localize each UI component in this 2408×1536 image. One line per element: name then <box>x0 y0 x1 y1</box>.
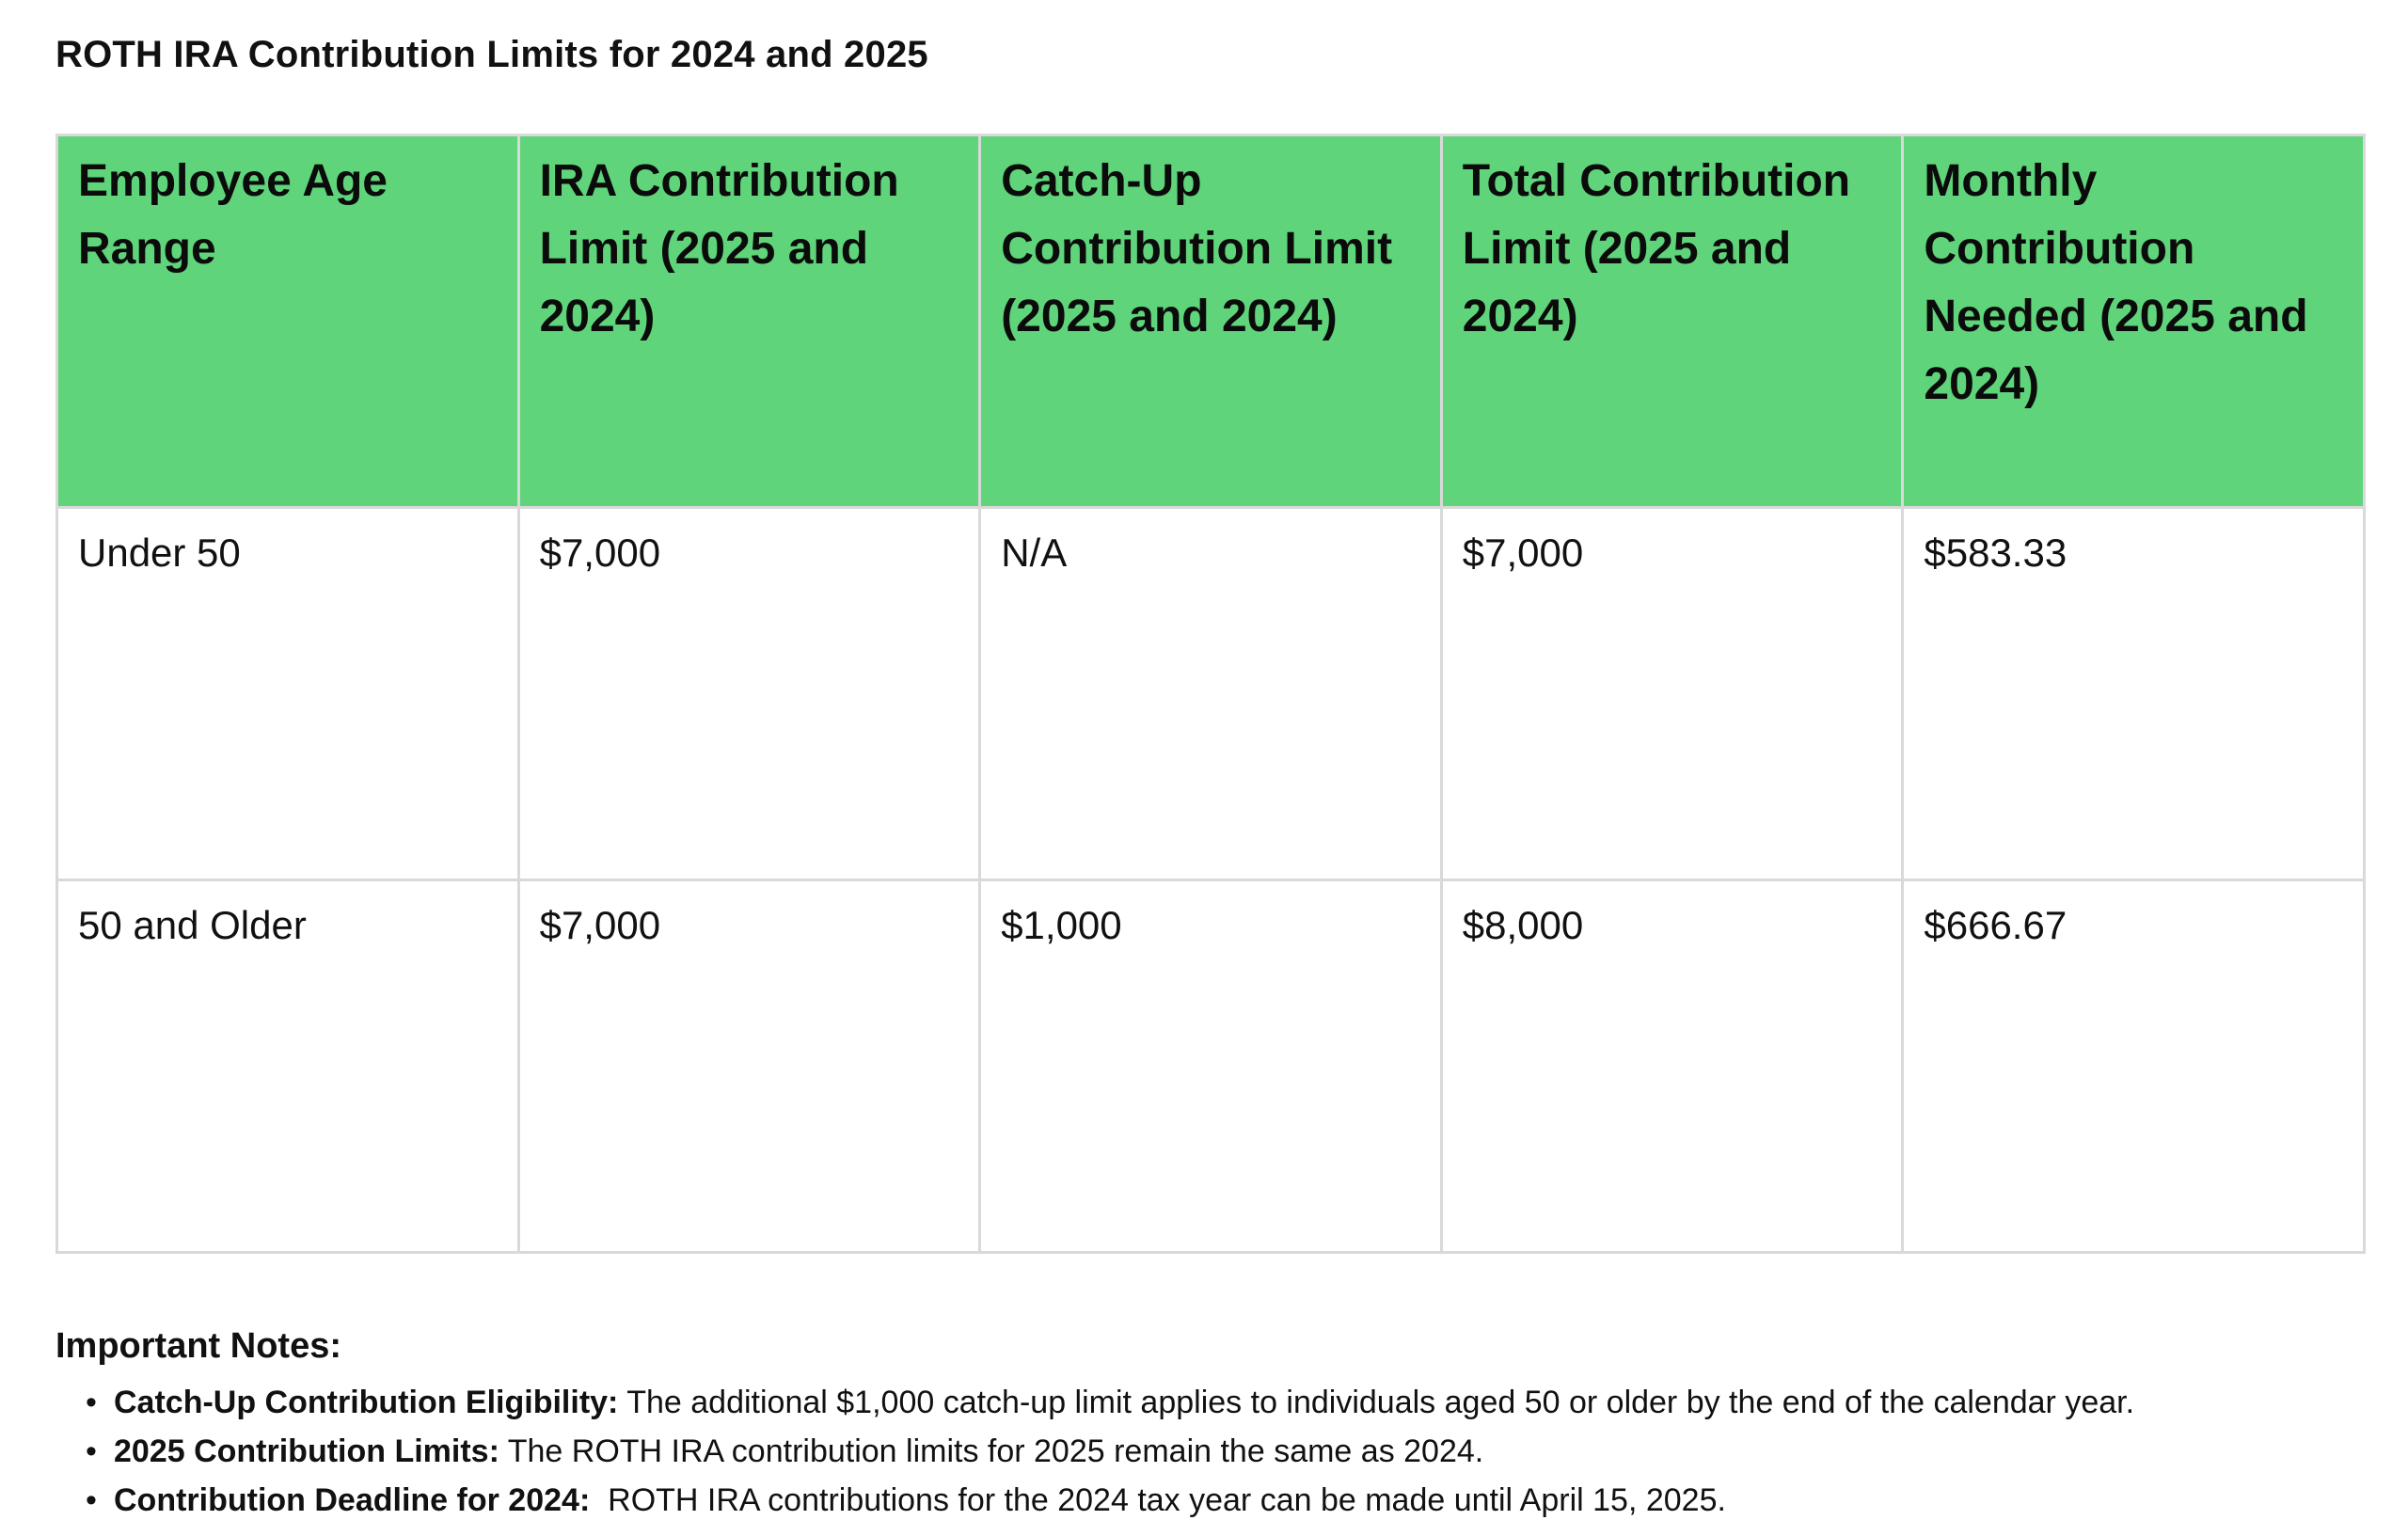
header-ira-limit: IRA Contribution Limit (2025 and 2024) <box>516 134 982 509</box>
table-header-row: Employee Age Range IRA Contribution Limi… <box>55 134 2366 509</box>
cell-catch-up-limit: $1,000 <box>978 879 1443 1254</box>
header-monthly-needed: Monthly Contribution Needed (2025 and 20… <box>1901 134 2366 509</box>
note-text: The additional $1,000 catch-up limit app… <box>618 1385 2135 1420</box>
cell-total-limit: $8,000 <box>1439 879 1905 1254</box>
cell-age-range: 50 and Older <box>55 879 520 1254</box>
bullet-icon: • <box>86 1385 97 1420</box>
cell-ira-limit: $7,000 <box>516 879 982 1254</box>
table-row: Under 50 $7,000 N/A $7,000 $583.33 <box>55 506 2366 881</box>
cell-monthly-needed: $583.33 <box>1901 506 2366 881</box>
table-row: 50 and Older $7,000 $1,000 $8,000 $666.6… <box>55 879 2366 1254</box>
note-text: The ROTH IRA contribution limits for 202… <box>499 1433 1484 1469</box>
contribution-limits-table: Employee Age Range IRA Contribution Limi… <box>55 134 2366 1254</box>
document-title: ROTH IRA Contribution Limits for 2024 an… <box>55 34 928 75</box>
cell-age-range: Under 50 <box>55 506 520 881</box>
cell-catch-up-limit: N/A <box>978 506 1443 881</box>
cell-total-limit: $7,000 <box>1439 506 1905 881</box>
notes-heading: Important Notes: <box>55 1326 341 1366</box>
bullet-icon: • <box>86 1482 97 1518</box>
header-catch-up-limit: Catch-Up Contribution Limit (2025 and 20… <box>978 134 1443 509</box>
header-total-limit: Total Contribution Limit (2025 and 2024) <box>1439 134 1905 509</box>
note-label: Catch-Up Contribution Eligibility: <box>114 1385 619 1420</box>
note-item: • Catch-Up Contribution Eligibility: The… <box>86 1378 2351 1427</box>
note-text: ROTH IRA contributions for the 2024 tax … <box>590 1482 1726 1518</box>
note-item: • Contribution Deadline for 2024: ROTH I… <box>86 1476 2351 1525</box>
header-age-range: Employee Age Range <box>55 134 520 509</box>
note-item: • 2025 Contribution Limits: The ROTH IRA… <box>86 1427 2351 1476</box>
cell-monthly-needed: $666.67 <box>1901 879 2366 1254</box>
cell-ira-limit: $7,000 <box>516 506 982 881</box>
notes-list: • Catch-Up Contribution Eligibility: The… <box>55 1378 2351 1525</box>
note-label: 2025 Contribution Limits: <box>114 1433 499 1469</box>
note-label: Contribution Deadline for 2024: <box>114 1482 591 1518</box>
important-notes-section: Important Notes: • Catch-Up Contribution… <box>55 1322 2351 1525</box>
bullet-icon: • <box>86 1433 97 1469</box>
